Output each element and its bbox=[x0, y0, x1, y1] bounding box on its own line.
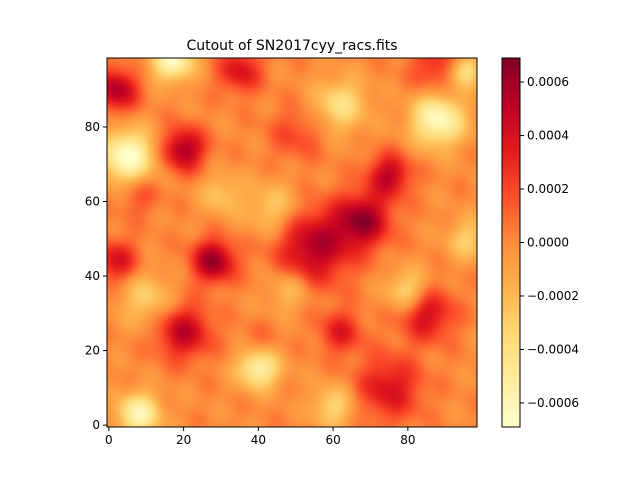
y-tick-label: 0 bbox=[92, 418, 100, 432]
x-tick-label: 0 bbox=[105, 433, 113, 447]
x-tick-label: 80 bbox=[400, 433, 415, 447]
colorbar: −0.0006 −0.0004 −0.0002 0.0000 0.0002 0.0004 0… bbox=[501, 57, 579, 428]
colorbar-tick-label: 0.0000 bbox=[527, 236, 569, 250]
colorbar-tick-label: 0.0002 bbox=[527, 182, 569, 196]
colorbar-ticks: −0.0006 −0.0004 −0.0002 0.0000 0.0002 0.0004 0… bbox=[520, 75, 579, 410]
x-tick-label: 40 bbox=[251, 433, 266, 447]
colorbar-tick-label: 0.0004 bbox=[527, 129, 569, 143]
chart-title: Cutout of SN2017cyy_racs.fits bbox=[186, 38, 397, 54]
x-tick-label: 60 bbox=[325, 433, 340, 447]
y-tick-label: 60 bbox=[85, 195, 100, 209]
colorbar-tick-label: −0.0004 bbox=[527, 342, 579, 356]
y-axis: 0 20 40 60 80 bbox=[85, 120, 107, 432]
x-tick-label: 20 bbox=[176, 433, 191, 447]
heatmap-image bbox=[107, 58, 477, 427]
heatmap-image-container bbox=[107, 58, 477, 427]
x-axis: 0 20 40 60 80 bbox=[105, 427, 415, 447]
y-tick-label: 40 bbox=[85, 269, 100, 283]
plot-frame bbox=[106, 57, 478, 428]
colorbar-gradient bbox=[502, 58, 520, 427]
colorbar-tick-label: −0.0006 bbox=[527, 396, 579, 410]
heatmap-plot-area bbox=[106, 57, 478, 428]
y-tick-label: 20 bbox=[85, 344, 100, 358]
colorbar-tick-label: −0.0002 bbox=[527, 289, 579, 303]
colorbar-tick-label: 0.0006 bbox=[527, 75, 569, 89]
y-tick-label: 80 bbox=[85, 120, 100, 134]
